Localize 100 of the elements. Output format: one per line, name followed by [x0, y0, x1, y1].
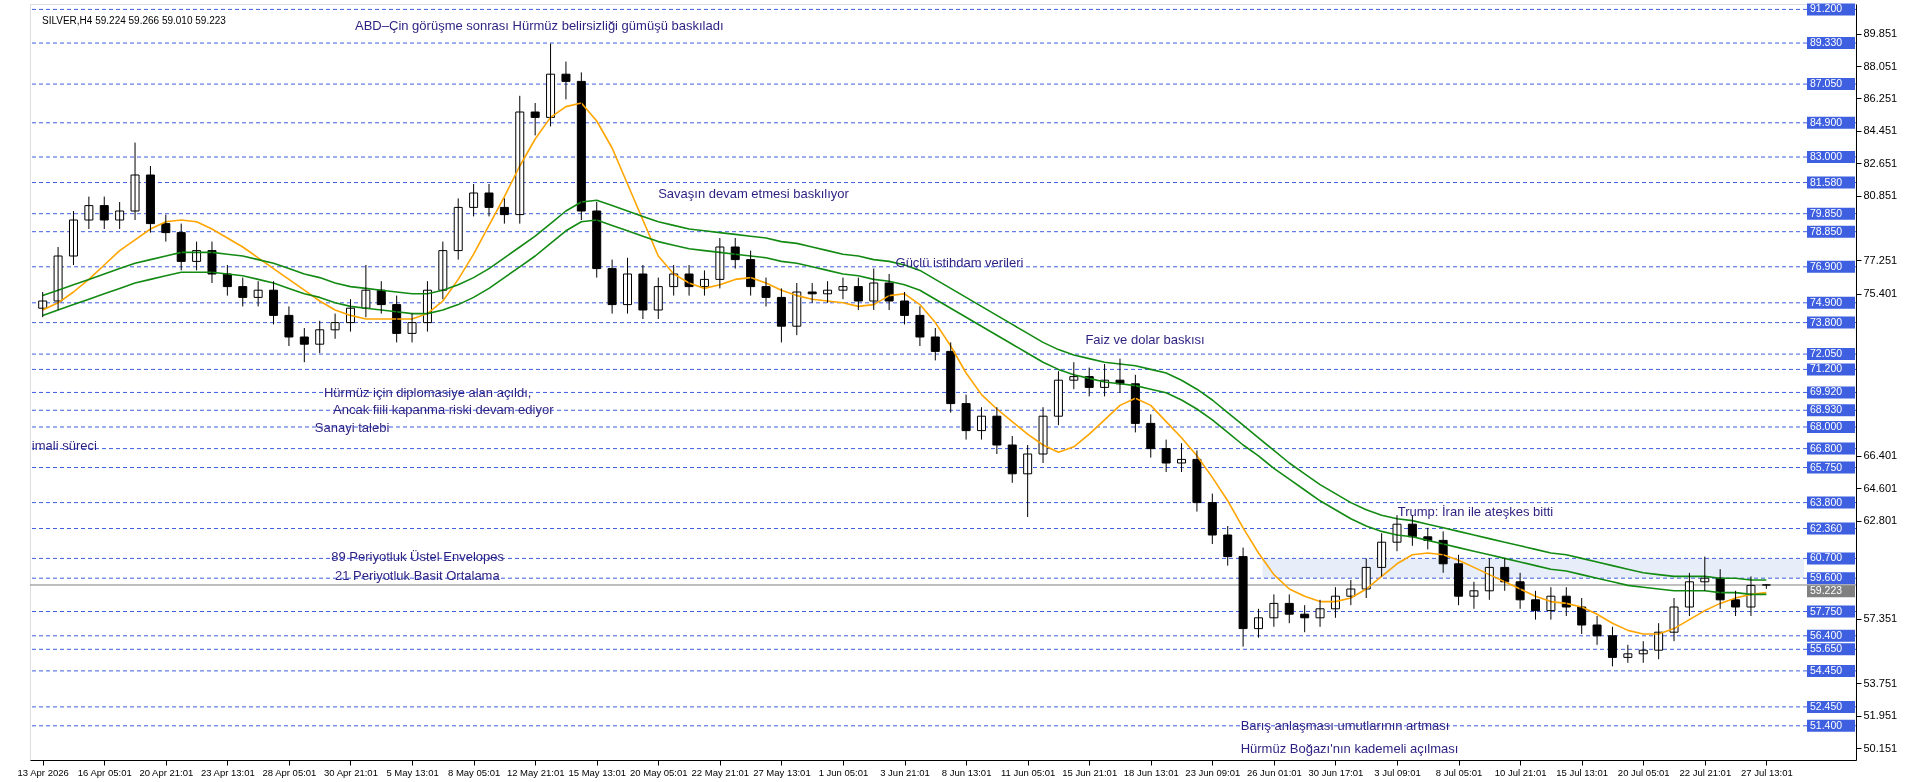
candlestick	[530, 102, 540, 136]
candlestick	[1177, 442, 1187, 473]
x-tick-label: 30 Apr 21:01	[324, 766, 378, 778]
y-tick-label: 80.851	[1863, 189, 1898, 202]
x-tick-label: 12 May 21:01	[506, 766, 565, 778]
ref-line-label: 65.750	[1810, 460, 1843, 473]
annotation: Barış anlaşması umutlarının artması	[1240, 717, 1450, 733]
candlestick	[1592, 615, 1602, 646]
x-tick-label: 23 Jun 09:01	[1185, 766, 1241, 778]
candlestick	[1761, 583, 1771, 590]
ref-line-label: 69.920	[1810, 385, 1843, 398]
candlestick	[1007, 435, 1017, 484]
ref-line-label: 83.000	[1810, 150, 1843, 162]
candlestick	[1346, 579, 1356, 606]
x-tick-label: 8 Jun 13:01	[941, 766, 992, 778]
annotation: Güçlü istihdam verileri	[895, 254, 1024, 270]
y-tick-label: 64.601	[1863, 481, 1898, 494]
ref-line-label: 72.050	[1810, 347, 1843, 360]
annotation: Hürmüz Boğazı'nın kademeli açılması	[1240, 740, 1459, 756]
candlestick	[1223, 525, 1233, 567]
candlestick	[145, 165, 155, 234]
y-tick-label: 57.351	[1863, 612, 1898, 625]
ref-line-label: 68.000	[1810, 420, 1843, 432]
candlestick	[807, 282, 817, 304]
x-tick-label: 8 Jul 05:01	[1435, 766, 1483, 778]
ref-line-label: 89.330	[1810, 36, 1843, 49]
candlestick	[299, 327, 309, 363]
candlestick	[407, 313, 417, 343]
candlestick	[915, 305, 925, 347]
ref-line-label: 56.400	[1810, 628, 1843, 641]
candlestick	[1731, 590, 1741, 617]
candlestick	[238, 277, 248, 307]
annotation: Trump: İran ile ateşkes bitti	[1397, 504, 1554, 520]
ref-line-label: 78.850	[1810, 224, 1843, 237]
annotation: Savaşın devam etmesi baskılıyor	[658, 185, 850, 201]
x-tick-label: 11 Jun 05:01	[1001, 766, 1056, 778]
x-tick-label: 20 May 05:01	[630, 766, 688, 778]
annotation: Ancak fiili kapanma riski devam ediyor	[333, 401, 555, 417]
x-tick-label: 28 Apr 05:01	[262, 766, 317, 778]
ref-line-label: 59.223	[1810, 584, 1843, 597]
candlestick	[853, 277, 863, 311]
candlestick	[1531, 590, 1541, 621]
candlestick	[1069, 361, 1079, 390]
candlestick	[653, 277, 663, 320]
x-tick-label: 3 Jul 09:01	[1374, 766, 1421, 778]
x-tick-label: 16 Apr 05:01	[77, 766, 132, 778]
candlestick	[284, 305, 294, 347]
annotation: Faiz ve dolar baskısı	[1085, 332, 1205, 348]
ref-line-label: 57.750	[1810, 604, 1843, 617]
y-tick-label: 89.851	[1863, 27, 1898, 40]
candlestick	[38, 291, 48, 318]
candlestick	[869, 268, 879, 311]
candlestick	[115, 201, 125, 230]
ref-line-label: 79.850	[1810, 206, 1843, 219]
candlestick	[930, 327, 940, 361]
candlestick	[84, 196, 94, 230]
ref-line-label: 52.450	[1810, 699, 1843, 712]
ref-line-label: 84.900	[1810, 115, 1843, 128]
candlestick	[1023, 444, 1033, 518]
ref-line-label: 71.200	[1810, 362, 1843, 375]
x-tick-label: 20 Jul 05:01	[1617, 766, 1670, 778]
text: SILVER,H4 59.224 59.266 59.010 59.223	[42, 15, 227, 26]
x-tick-label: 10 Jul 21:01	[1494, 766, 1547, 778]
candlestick	[99, 196, 109, 230]
ref-line-label: 68.930	[1810, 403, 1843, 416]
y-tick-label: 51.951	[1863, 709, 1898, 722]
annotation: Sanayi talebi	[314, 420, 390, 436]
y-tick-label: 77.251	[1863, 253, 1898, 266]
ref-line-label: 74.900	[1810, 295, 1843, 308]
candlestick	[761, 277, 771, 307]
ref-line-label: 63.800	[1810, 495, 1843, 508]
candlestick	[1454, 554, 1464, 606]
ref-line-label: 59.600	[1810, 571, 1843, 584]
y-tick-label: 88.051	[1863, 59, 1898, 72]
annotation: 21 Periyotluk Basit Ortalama	[334, 568, 501, 584]
x-tick-label: 23 Apr 13:01	[200, 766, 255, 778]
candlestick	[1207, 493, 1217, 545]
x-tick-label: 15 May 13:01	[568, 766, 627, 778]
candlestick	[776, 287, 786, 343]
y-tick-label: 75.401	[1863, 287, 1898, 300]
x-tick-label: 22 May 21:01	[691, 766, 750, 778]
ref-line-label: 54.450	[1810, 663, 1843, 676]
candlestick	[315, 320, 325, 354]
x-tick-label: 22 Jul 21:01	[1679, 766, 1732, 778]
y-tick-label: 86.251	[1863, 91, 1898, 104]
y-tick-label: 84.451	[1863, 124, 1898, 137]
candlestick	[1315, 599, 1325, 628]
ref-line-label: 81.580	[1810, 175, 1843, 188]
y-tick-label: 82.651	[1863, 156, 1898, 169]
ref-line-label: 62.360	[1810, 521, 1843, 534]
ref-line-label: 87.050	[1810, 77, 1843, 90]
candlestick	[1623, 644, 1633, 664]
candlestick	[469, 183, 479, 217]
x-tick-label: 5 May 13:01	[386, 766, 439, 778]
y-tick-label: 66.401	[1863, 449, 1898, 462]
x-tick-label: 27 May 13:01	[753, 766, 811, 778]
y-tick-label: 62.801	[1863, 514, 1898, 527]
ref-line-label: 60.700	[1810, 551, 1843, 564]
x-tick-label: 18 Jun 13:01	[1123, 766, 1179, 778]
candlestick	[992, 406, 1002, 455]
